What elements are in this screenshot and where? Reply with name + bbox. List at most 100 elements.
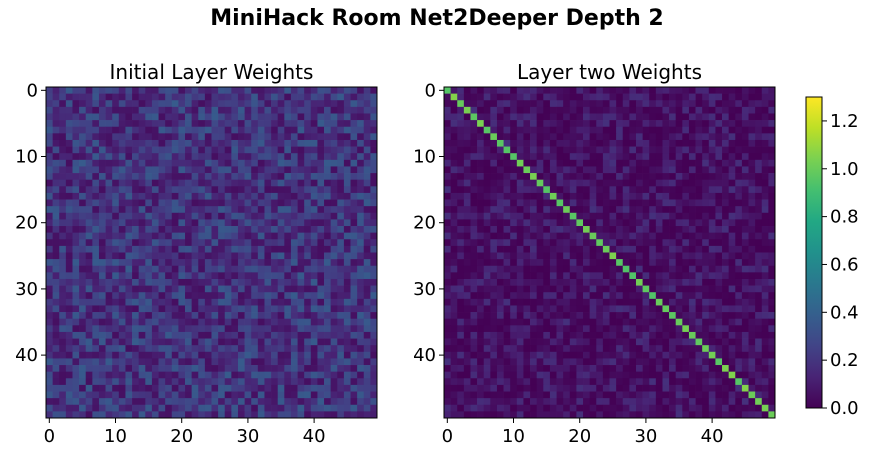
heatmap-cell	[470, 398, 478, 406]
heatmap-cell	[118, 325, 126, 333]
heatmap-cell	[496, 345, 504, 353]
heatmap-cell	[151, 93, 159, 101]
heatmap-cell	[132, 371, 140, 379]
heatmap-cell	[516, 298, 524, 306]
heatmap-cell	[284, 173, 292, 181]
heatmap-cell	[304, 146, 312, 154]
heatmap-cell	[171, 325, 179, 333]
heatmap-cell	[722, 358, 730, 366]
heatmap-cell	[563, 331, 571, 339]
heatmap-cell	[596, 318, 604, 326]
heatmap-cell	[118, 331, 126, 339]
heatmap-cell	[65, 325, 73, 333]
heatmap-cell	[596, 325, 604, 333]
heatmap-cell	[191, 358, 199, 366]
heatmap-cell	[642, 384, 650, 392]
heatmap-cell	[59, 93, 67, 101]
heatmap-cell	[165, 292, 173, 300]
heatmap-cell	[304, 351, 312, 359]
heatmap-cell	[523, 331, 531, 339]
heatmap-cell	[728, 252, 736, 260]
heatmap-cell	[224, 159, 232, 167]
heatmap-cell	[695, 206, 703, 214]
heatmap-cell	[589, 87, 597, 94]
heatmap-cell	[715, 120, 723, 128]
heatmap-cell	[125, 120, 133, 128]
heatmap-cell	[297, 259, 305, 267]
heatmap-cell	[59, 100, 67, 108]
heatmap-cell	[211, 100, 219, 108]
heatmap-cell	[609, 298, 617, 306]
heatmap-cell	[138, 305, 146, 313]
heatmap-cell	[52, 226, 60, 233]
heatmap-cell	[52, 318, 60, 326]
heatmap-cell	[761, 384, 769, 392]
heatmap-cell	[264, 126, 272, 134]
heatmap-cell	[297, 312, 305, 320]
heatmap-cell	[237, 139, 245, 147]
heatmap-cell	[457, 153, 465, 161]
heatmap-cell	[370, 345, 378, 353]
heatmap-cell	[277, 351, 285, 359]
heatmap-cell	[748, 312, 756, 320]
heatmap-cell	[224, 285, 232, 293]
heatmap-cell	[662, 298, 670, 306]
heatmap-cell	[171, 312, 179, 320]
heatmap-cell	[72, 126, 80, 134]
heatmap-cell	[224, 345, 232, 353]
heatmap-cell	[470, 192, 478, 200]
heatmap-cell	[105, 192, 113, 200]
heatmap-cell	[224, 126, 232, 134]
heatmap-cell	[343, 298, 351, 306]
heatmap-cell	[330, 87, 338, 94]
heatmap-cell	[576, 199, 584, 207]
heatmap-cell	[609, 292, 617, 300]
heatmap-cell	[370, 159, 378, 167]
heatmap-cell	[463, 146, 471, 154]
heatmap-cell	[510, 232, 518, 240]
heatmap-cell	[211, 166, 219, 174]
heatmap-cell	[602, 365, 610, 373]
heatmap-cell	[702, 305, 710, 313]
heatmap-cell	[477, 259, 485, 267]
heatmap-cell	[444, 179, 451, 187]
heatmap-cell	[132, 351, 140, 359]
heatmap-cell	[204, 331, 212, 339]
heatmap-cell	[450, 272, 458, 280]
heatmap-cell	[635, 93, 643, 101]
heatmap-cell	[748, 398, 756, 406]
heatmap-cell	[92, 345, 100, 353]
heatmap-cell	[444, 126, 451, 134]
heatmap-cell	[463, 226, 471, 233]
heatmap-cell	[556, 212, 564, 220]
heatmap-cell	[118, 378, 126, 386]
heatmap-cell	[224, 331, 232, 339]
heatmap-cell	[85, 146, 93, 154]
heatmap-cell	[105, 325, 113, 333]
heatmap-cell	[516, 338, 524, 346]
heatmap-cell	[92, 186, 100, 194]
heatmap-cell	[496, 93, 504, 101]
heatmap-cell	[444, 338, 451, 346]
heatmap-cell	[290, 272, 298, 280]
heatmap-cell	[722, 212, 730, 220]
heatmap-cell	[735, 226, 743, 233]
heatmap-cell	[530, 391, 538, 399]
heatmap-cell	[708, 159, 716, 167]
heatmap-cell	[185, 212, 192, 220]
heatmap-cell	[583, 146, 590, 154]
heatmap-cell	[722, 245, 730, 253]
heatmap-cell	[477, 325, 485, 333]
heatmap-cell	[589, 278, 597, 286]
heatmap-cell	[589, 166, 597, 174]
heatmap-cell	[563, 159, 571, 167]
heatmap-cell	[337, 179, 345, 187]
heatmap-cell	[337, 133, 345, 141]
heatmap-cell	[583, 173, 590, 181]
heatmap-cell	[761, 113, 769, 121]
heatmap-cell	[748, 186, 756, 194]
heatmap-cell	[761, 146, 769, 154]
heatmap-cell	[178, 120, 186, 128]
heatmap-cell	[728, 219, 736, 227]
heatmap-cell	[583, 133, 590, 141]
